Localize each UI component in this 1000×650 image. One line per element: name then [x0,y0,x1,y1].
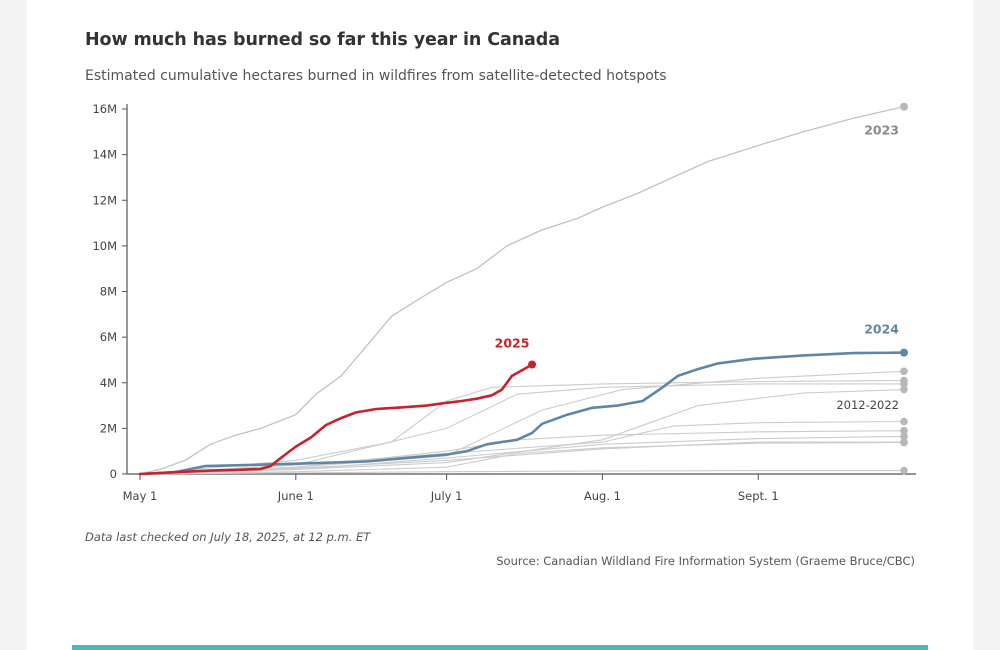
history-series-line [139,383,904,475]
history-end-point [900,417,908,426]
y-tick-label: 16M [92,102,117,116]
history-range-label: 2012-2022 [836,398,899,412]
x-tick-label: July 1 [430,489,463,503]
chart-title: How much has burned so far this year in … [85,30,560,50]
series-end-point-2023 [900,102,908,111]
x-tick-label: Sept. 1 [738,489,779,503]
history-series-line [139,441,905,475]
y-tick-label: 10M [92,239,117,253]
y-tick-label: 8M [100,285,117,299]
x-tick-label: June 1 [277,489,314,503]
history-end-point [900,385,908,394]
series-label-2025: 2025 [495,336,530,351]
source-credit: Source: Canadian Wildland Fire Informati… [496,554,915,568]
series-line-2024 [138,351,906,476]
data-checked-note: Data last checked on July 18, 2025, at 1… [85,530,371,544]
y-tick-label: 2M [100,421,117,435]
y-tick-label: 14M [92,148,117,162]
history-series-line [139,435,905,475]
accent-bar [72,645,928,650]
series-label-2024: 2024 [864,322,899,337]
y-tick-label: 6M [100,330,117,344]
series-line-2025 [138,363,534,476]
history-series-line [139,441,904,475]
history-series-line [139,379,905,475]
history-end-point [900,438,908,447]
history-end-point [900,466,908,475]
y-tick-label: 12M [92,193,117,207]
series-end-point-2024 [900,348,908,357]
chart-subtitle: Estimated cumulative hectares burned in … [85,68,667,84]
history-end-point [900,426,908,435]
x-tick-label: Aug. 1 [584,489,621,503]
series-label-2023: 2023 [864,123,899,138]
history-end-point [900,432,908,441]
history-end-point [900,380,908,388]
series-line-2023 [139,106,905,475]
series-end-point-2025 [528,360,537,369]
x-tick-label: May 1 [123,489,158,503]
y-tick-label: 0 [110,467,117,481]
y-tick-label: 4M [100,376,117,390]
history-end-point [900,367,908,376]
chart-card [27,0,973,650]
history-series-line [139,470,904,475]
